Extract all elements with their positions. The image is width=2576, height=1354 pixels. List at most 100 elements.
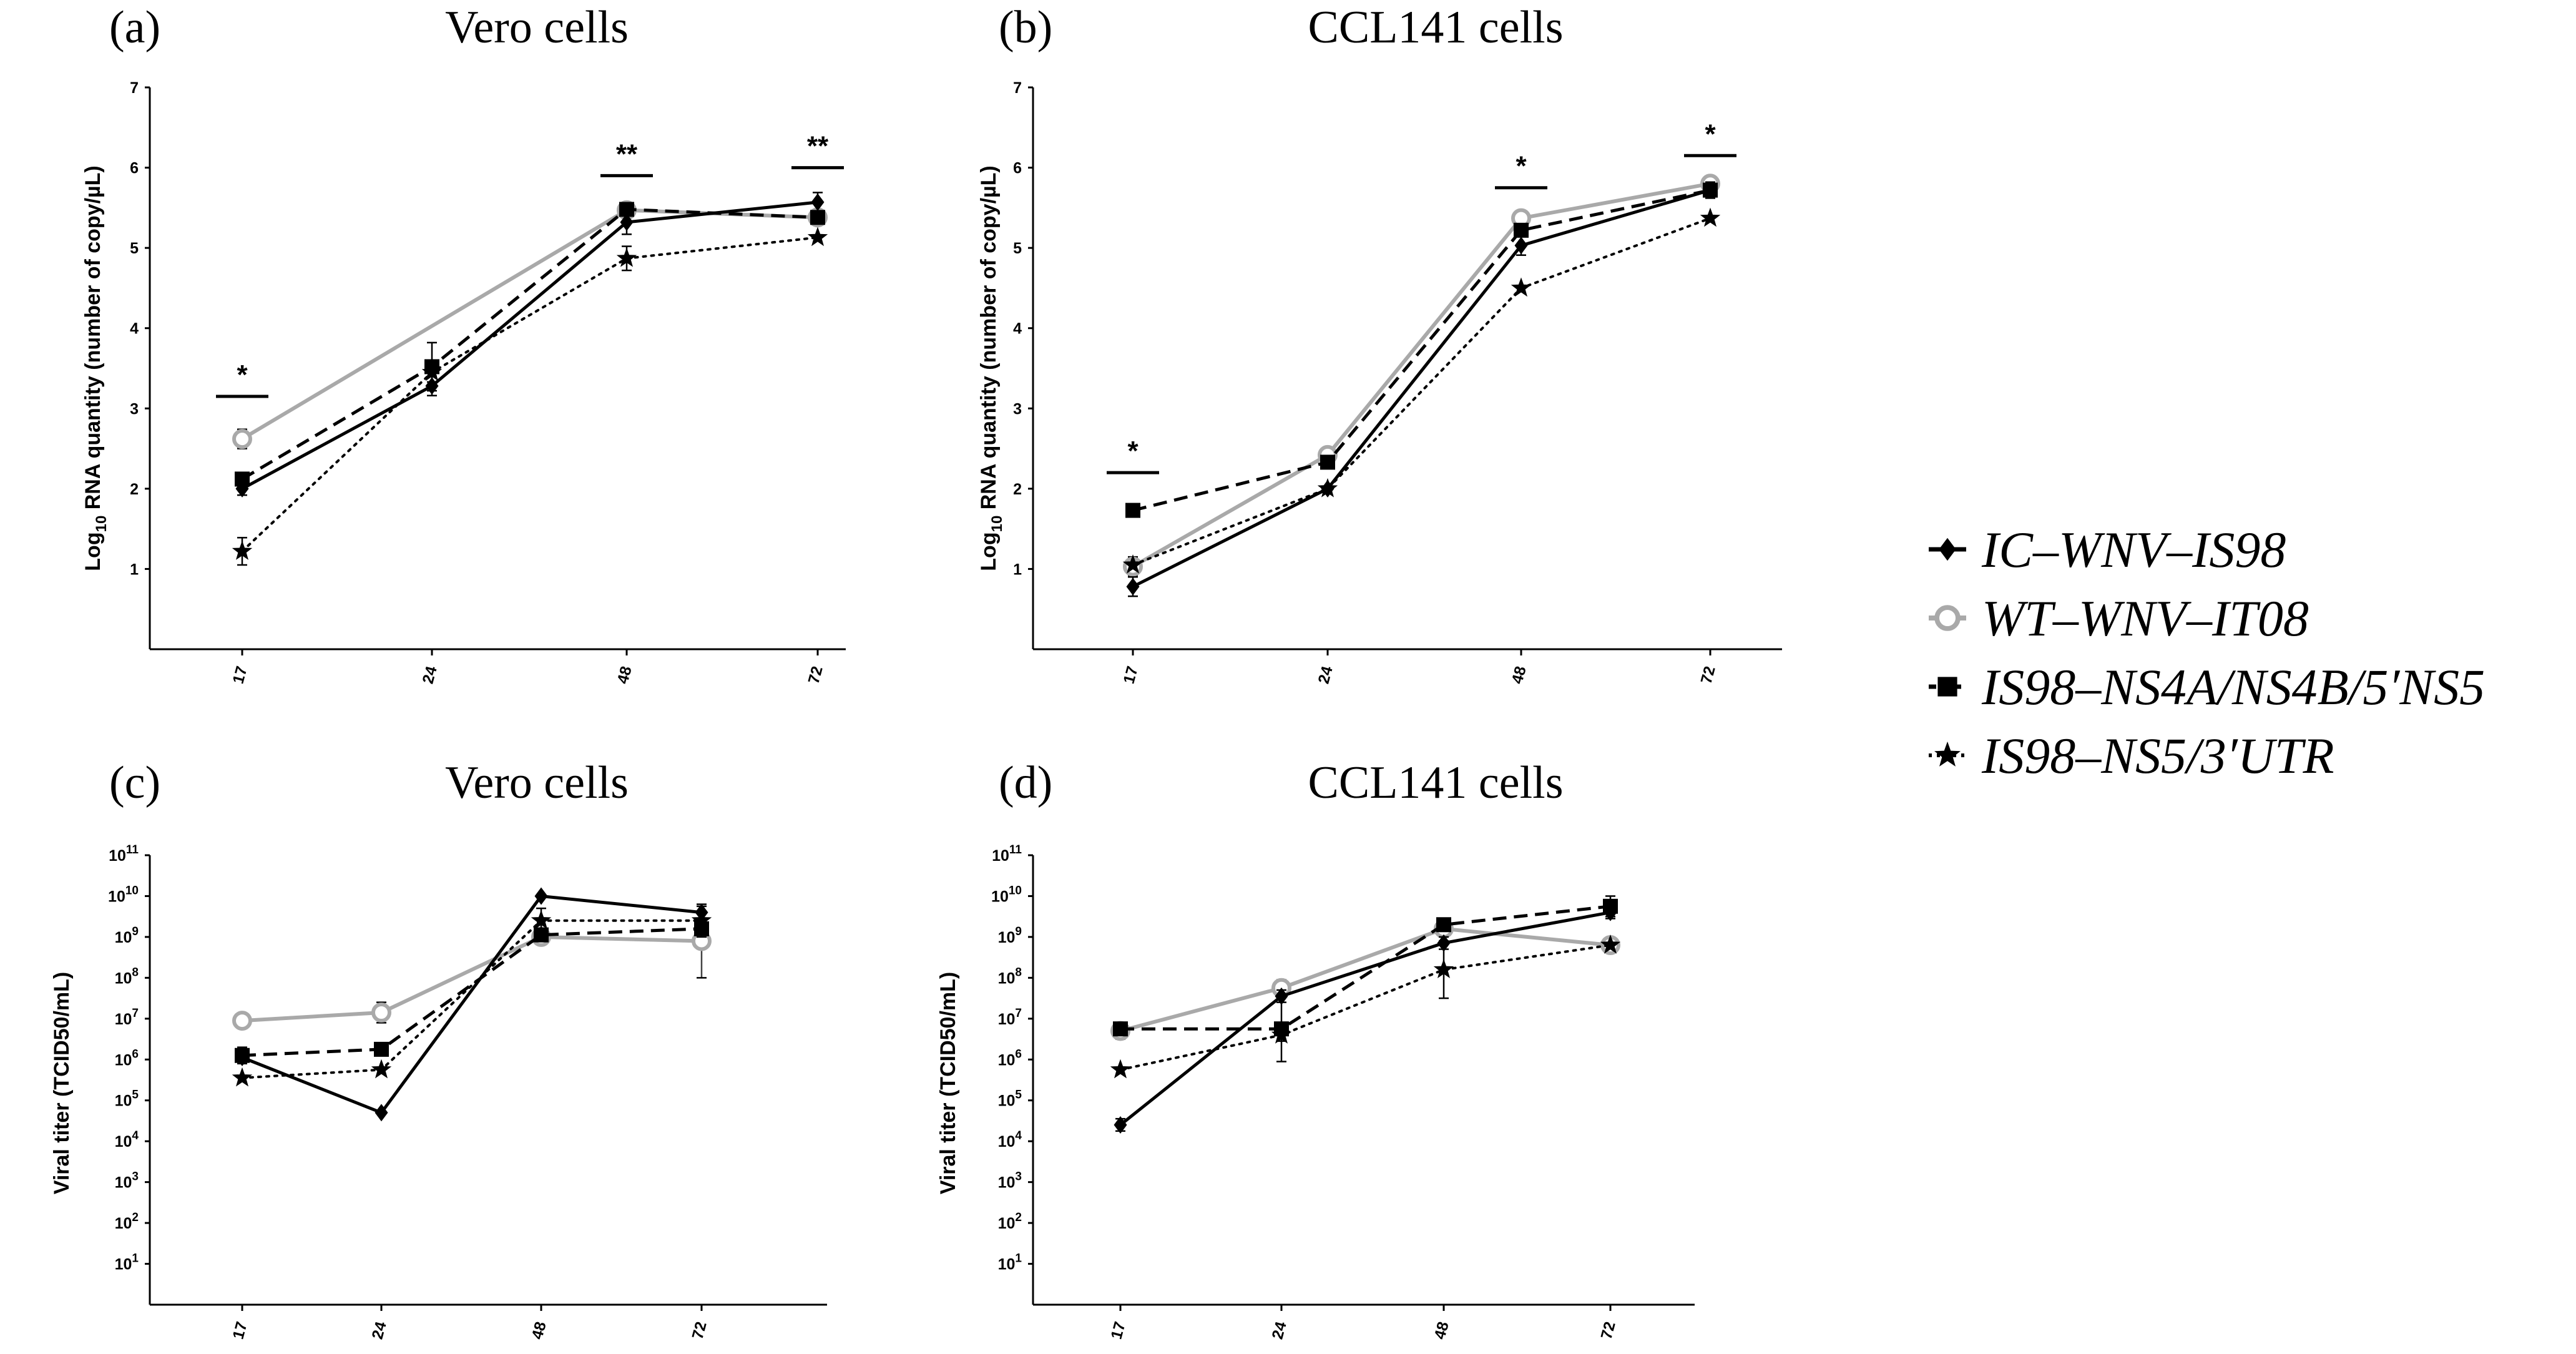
y-tick-base: 2 [130, 481, 139, 498]
y-tick-label: 107 [115, 1007, 139, 1028]
chart-panel-d: (d) CCL141 cells1011021031041051061071081… [936, 757, 1695, 1341]
legend-marker-ic [1939, 537, 1956, 561]
y-axis-label-subscript: 10 [93, 516, 110, 532]
y-tick-label: 6 [1013, 160, 1022, 177]
y-axis-label-main: RNA quantity (number of copy/µL) [81, 165, 105, 515]
data-point-ns5 [371, 1059, 392, 1079]
significance-label: * [1127, 436, 1139, 466]
y-tick-label: 1010 [991, 884, 1022, 905]
y-tick-label: 5 [130, 240, 139, 257]
panel-title: CCL141 cells [1308, 2, 1563, 53]
legend-marker-ns4 [1937, 677, 1957, 697]
panel-label: (c) [109, 757, 160, 808]
y-tick-label: 4 [1013, 320, 1022, 338]
series-ns4 [1113, 895, 1618, 1062]
y-tick-base: 10 [998, 1133, 1016, 1150]
data-point-ns5 [1433, 959, 1454, 978]
y-tick-label: 102 [115, 1211, 139, 1232]
data-point-ns5 [1700, 207, 1721, 227]
data-point-ns5 [1511, 277, 1532, 297]
y-tick-base: 7 [1013, 79, 1022, 97]
y-tick-label: 101 [115, 1252, 139, 1273]
y-tick-base: 7 [130, 79, 139, 97]
series-ns5 [1122, 207, 1721, 574]
series-ns4 [1125, 182, 1718, 518]
y-tick-label: 1011 [992, 843, 1022, 865]
data-point-ns4 [1113, 1021, 1128, 1037]
data-point-ns5 [232, 541, 253, 560]
y-tick-base: 10 [998, 1011, 1016, 1028]
data-point-ns5 [421, 361, 443, 381]
data-point-ns4 [1125, 503, 1140, 518]
y-tick-exponent: 6 [132, 1047, 139, 1061]
x-tick-label: 17 [1108, 1320, 1129, 1341]
y-tick-label: 106 [998, 1047, 1022, 1069]
y-tick-label: 7 [130, 79, 139, 97]
y-tick-base: 10 [115, 1215, 132, 1232]
significance-label: * [1516, 151, 1527, 182]
x-tick-label: 48 [529, 1320, 550, 1341]
panel-label: (b) [999, 2, 1052, 53]
y-tick-label: 101 [998, 1252, 1022, 1273]
series-line-ic [241, 200, 818, 491]
data-point-ic [620, 213, 634, 231]
data-point-ns5 [691, 910, 712, 930]
y-tick-exponent: 4 [132, 1129, 139, 1142]
significance-label: ** [807, 131, 829, 162]
series-ns5 [232, 227, 828, 566]
y-tick-base: 10 [115, 1133, 132, 1150]
series-line-wt [1120, 926, 1611, 1033]
data-point-ns5 [807, 227, 828, 247]
data-point-ns5 [1122, 554, 1144, 574]
series-wt [1110, 918, 1620, 1041]
y-tick-exponent: 10 [1009, 884, 1022, 897]
y-tick-base: 1 [130, 561, 139, 578]
y-tick-exponent: 2 [1015, 1211, 1022, 1224]
y-tick-exponent: 3 [132, 1170, 139, 1184]
series-line-ns4 [1120, 905, 1611, 1031]
y-tick-label: 105 [115, 1089, 139, 1110]
series-line-ic [1119, 911, 1611, 1126]
y-tick-label: 1 [1013, 561, 1022, 578]
y-tick-label: 6 [130, 160, 139, 177]
y-axis-label-main: Viral titer (TCID50/mL) [50, 972, 74, 1194]
legend-label: IC–WNV–IS98 [1981, 521, 2286, 578]
legend-item-ns4: IS98–NS4A/NS4B/5′NS5 [1929, 659, 2485, 715]
y-tick-label: 106 [115, 1047, 139, 1069]
x-tick-label: 17 [230, 664, 251, 685]
data-point-ic [534, 887, 548, 905]
y-tick-exponent: 6 [1015, 1047, 1022, 1061]
data-point-ns4 [374, 1041, 389, 1057]
series-ns5 [232, 907, 712, 1087]
y-tick-base: 10 [115, 969, 132, 987]
y-tick-base: 10 [998, 1215, 1016, 1232]
y-tick-base: 5 [1013, 240, 1022, 257]
panel-title: Vero cells [445, 2, 629, 53]
y-tick-label: 1 [130, 561, 139, 578]
data-point-ic [811, 193, 825, 211]
chart-panel-b: (b) CCL141 cells 1 2 3 4 5 6 7 17 24 48 72 Log10 RNA … [977, 2, 1782, 685]
y-axis-label-main: Viral titer (TCID50/mL) [936, 972, 960, 1194]
data-point-ic [1275, 987, 1288, 1005]
y-tick-label: 5 [1013, 240, 1022, 257]
data-point-ns5 [232, 1067, 253, 1087]
y-tick-exponent: 7 [132, 1007, 139, 1020]
x-tick-label: 72 [689, 1320, 710, 1341]
series-line-ns5 [241, 919, 703, 1079]
series-line-ns5 [241, 236, 819, 553]
y-tick-base: 10 [998, 969, 1016, 987]
legend-marker-ns5 [1934, 741, 1961, 767]
y-tick-base: 10 [115, 1051, 132, 1069]
x-tick-label: 17 [1120, 664, 1142, 685]
data-point-wt [371, 1003, 391, 1023]
y-axis-label: Log10 RNA quantity (number of copy/µL) [977, 165, 1006, 571]
chart-panel-a: (a) Vero cells 1 2 3 4 5 6 7 17 24 48 72 Log10 RNA qu… [81, 2, 846, 685]
legend-label: IS98–NS5/3′UTR [1981, 727, 2334, 784]
x-tick-label: 48 [1509, 664, 1530, 685]
data-point-ns5 [1317, 478, 1338, 498]
y-axis-label: Viral titer (TCID50/mL) [50, 972, 74, 1194]
y-tick-label: 7 [1013, 79, 1022, 97]
series-ns5 [1110, 935, 1621, 1079]
y-tick-label: 109 [115, 925, 139, 946]
x-tick-label: 24 [419, 664, 441, 685]
